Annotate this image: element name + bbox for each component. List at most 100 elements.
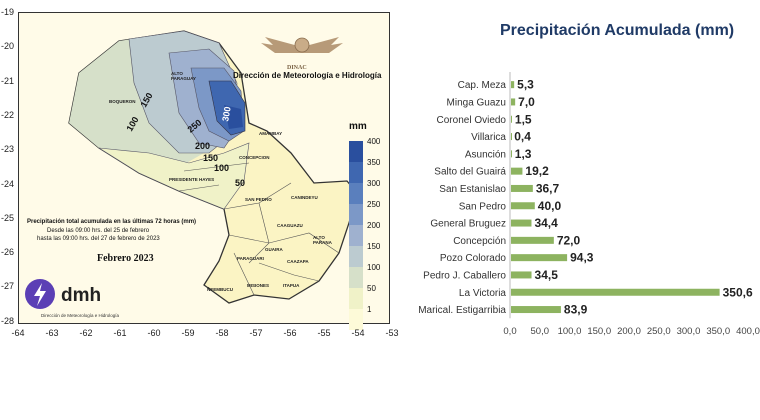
category-label: Pozo Colorado — [440, 253, 507, 264]
bar-chart-svg: Cap. Meza 5,3 Minga Guazu 7,0 Coronel Oviedo… — [418, 72, 760, 337]
bar — [511, 115, 512, 123]
bar — [511, 271, 532, 279]
latitude-tick: -19 — [0, 7, 14, 17]
x-tick-label: 250,0 — [647, 326, 671, 337]
place-label: MISIONES — [247, 283, 270, 288]
place-label: PRESIDENTE HAYES — [169, 177, 215, 182]
longitude-tick: -60 — [147, 328, 161, 338]
bar — [511, 236, 554, 244]
longitude-tick: -61 — [113, 328, 127, 338]
contour-label: 200 — [195, 141, 211, 151]
contour-label: 150 — [203, 153, 219, 163]
legend-value: 100 — [367, 263, 381, 272]
place-label: BOQUERON — [109, 99, 136, 104]
category-label: Cap. Meza — [458, 80, 507, 91]
legend-swatch — [349, 225, 363, 246]
place-label: AMAMBAY — [259, 131, 283, 136]
place-label: ITAPUA — [283, 283, 300, 288]
longitude-tick: -55 — [317, 328, 331, 338]
x-tick-label: 350,0 — [706, 326, 730, 337]
longitude-tick: -53 — [385, 328, 399, 338]
dinac-wings-icon — [261, 37, 343, 53]
data-label: 94,3 — [570, 251, 594, 265]
longitude-tick: -58 — [215, 328, 229, 338]
legend-value: 300 — [367, 179, 381, 188]
dmh-logo-text: dmh — [61, 285, 102, 306]
bar — [511, 150, 512, 158]
chart-title: Precipitación Acumulada (mm) — [500, 22, 735, 39]
legend-swatch — [349, 204, 363, 225]
bar — [511, 254, 568, 262]
category-label: La Victoria — [459, 288, 507, 299]
caption-line-2: Desde las 09:00 hrs. del 25 de febrero — [47, 228, 150, 234]
map-frame: ALTO PARAGUAY BOQUERON AMAMBAY CONCEPCIO… — [18, 12, 390, 330]
latitude-tick: -28 — [0, 315, 14, 326]
longitude-tick: -64 — [11, 328, 25, 338]
latitude-tick: -26 — [0, 247, 14, 258]
longitude-tick: -56 — [283, 328, 297, 338]
category-label: Concepción — [453, 236, 506, 247]
precipitation-bar-chart: Precipitación Acumulada (mm) Cap. Meza 5,… — [400, 0, 760, 345]
category-label: Villarica — [471, 132, 506, 143]
bar — [511, 184, 533, 192]
category-label: San Pedro — [459, 201, 507, 212]
latitude-tick: -21 — [0, 75, 14, 86]
data-label: 83,9 — [564, 303, 588, 317]
dinac-logo-text: DINAC — [287, 65, 307, 71]
x-tick-label: 100,0 — [558, 326, 582, 337]
bar — [511, 288, 720, 296]
legend-value: 400 — [367, 137, 381, 146]
latitude-tick: -22 — [0, 109, 14, 120]
bar — [511, 133, 512, 141]
legend-swatch — [349, 288, 363, 309]
legend-unit: mm — [349, 121, 367, 132]
data-label: 19,2 — [525, 164, 549, 178]
data-label: 350,6 — [723, 285, 753, 299]
data-label: 7,0 — [518, 95, 535, 109]
category-label: Minga Guazu — [447, 97, 506, 108]
bar — [511, 202, 535, 210]
data-label: 40,0 — [538, 199, 562, 213]
latitude-tick: -27 — [0, 281, 14, 292]
latitude-tick: -23 — [0, 144, 14, 155]
category-label: Asunción — [465, 149, 506, 160]
bar — [511, 98, 516, 106]
longitude-tick: -57 — [249, 328, 263, 338]
paraguay-map-shape — [68, 30, 358, 304]
category-label: Coronel Oviedo — [437, 115, 507, 126]
data-label: 36,7 — [536, 181, 560, 195]
x-tick-label: 400,0 — [736, 326, 760, 337]
bar — [511, 306, 561, 314]
legend-swatch — [349, 246, 363, 267]
data-label: 0,4 — [514, 130, 531, 144]
place-label: CONCEPCION — [239, 155, 270, 160]
category-label: General Bruguez — [430, 219, 506, 230]
legend-swatch — [349, 162, 363, 183]
legend-swatch — [349, 183, 363, 204]
legend-value: 200 — [367, 221, 381, 230]
bar — [511, 167, 523, 175]
category-label: Pedro J. Caballero — [423, 270, 506, 281]
data-label: 1,5 — [515, 112, 532, 126]
place-label: ALTO PARAGUAY — [171, 71, 197, 81]
place-label: SAN PEDRO — [245, 197, 272, 202]
category-label: Salto del Guairá — [434, 167, 506, 178]
place-label: ÑEEMBUCU — [207, 287, 234, 292]
dmh-logo-icon — [25, 279, 55, 309]
legend-swatch — [349, 141, 363, 162]
category-label: Marical. Estigarribia — [418, 305, 506, 316]
legend-swatch — [349, 267, 363, 288]
longitude-tick: -63 — [45, 328, 59, 338]
place-label: CAAZAPA — [287, 259, 309, 264]
precipitation-map: -19 -20 -21 -22 -23 -24 -25 -26 -27 -28 ALTO PARA… — [0, 0, 399, 345]
bar — [511, 81, 515, 89]
x-tick-label: 50,0 — [531, 326, 550, 337]
x-tick-label: 300,0 — [677, 326, 701, 337]
place-label: CAAGUAZU — [277, 223, 303, 228]
contour-label: 100 — [214, 163, 230, 173]
longitude-tick: -54 — [351, 328, 365, 338]
legend-value: 50 — [367, 284, 376, 293]
data-label: 34,5 — [535, 268, 559, 282]
legend-value: 150 — [367, 242, 381, 251]
month-label: Febrero 2023 — [97, 253, 154, 264]
